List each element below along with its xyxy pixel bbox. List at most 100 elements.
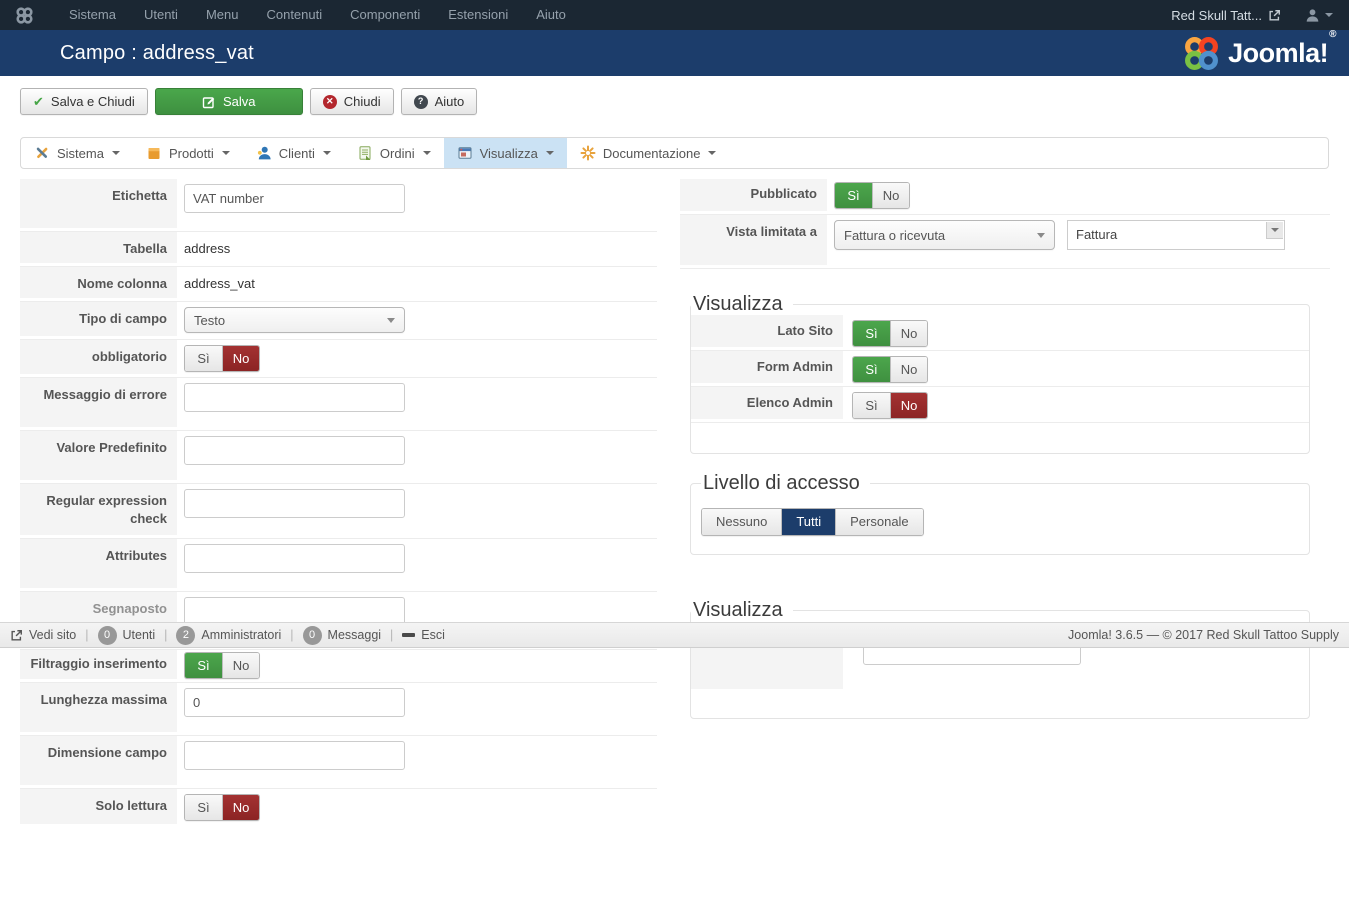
etichetta-input[interactable] — [184, 184, 405, 213]
lato-sito-toggle: Sì No — [852, 320, 928, 347]
docs-gear-icon — [580, 145, 596, 161]
toggle-yes-button[interactable]: Sì — [853, 393, 890, 418]
toggle-yes-button[interactable]: Sì — [185, 346, 222, 371]
lunghezza-massima-input[interactable] — [184, 688, 405, 717]
check-icon: ✔ — [33, 94, 44, 109]
toggle-no-button[interactable]: No — [872, 183, 909, 208]
toggle-yes-button[interactable]: Sì — [853, 321, 890, 346]
tipo-di-campo-select[interactable]: Testo — [184, 307, 405, 333]
vista-list-select[interactable]: Fattura — [1067, 220, 1285, 250]
joomla-mark-icon[interactable] — [16, 6, 33, 24]
toggle-no-button[interactable]: No — [222, 795, 259, 820]
access-nessuno-button[interactable]: Nessuno — [702, 509, 782, 535]
customer-icon — [257, 146, 271, 160]
attributes-input[interactable] — [184, 544, 405, 573]
nav-item-utenti[interactable]: Utenti — [143, 7, 178, 22]
nav-item-componenti[interactable]: Componenti — [350, 7, 421, 22]
toolbar: ✔ Salva e Chiudi Salva ✕ Chiudi ? Aiuto — [0, 76, 1349, 131]
form-row-filtraggio: Filtraggio inserimento Sì No — [20, 650, 657, 683]
chevron-down-icon — [221, 151, 230, 155]
toggle-no-button[interactable]: No — [890, 393, 927, 418]
joomla-brand: Joomla!® — [1183, 29, 1336, 72]
menubar-item-clienti[interactable]: Clienti — [243, 138, 344, 168]
window-icon — [458, 147, 472, 159]
toggle-yes-button[interactable]: Sì — [185, 653, 222, 678]
segnaposto-input[interactable] — [184, 597, 405, 626]
separator: | — [85, 628, 89, 642]
menubar-item-prodotti[interactable]: Prodotti — [133, 138, 243, 168]
joomla-logo-icon — [1185, 36, 1219, 70]
admins-counter-link[interactable]: 2 Amministratori — [176, 625, 281, 645]
field-label: Dimensione campo — [20, 736, 177, 785]
fieldset-legend: Livello di accesso — [703, 472, 860, 494]
nav-item-estensioni[interactable]: Estensioni — [448, 7, 509, 22]
form-row-attributes: Attributes — [20, 539, 657, 592]
toggle-yes-button[interactable]: Sì — [185, 795, 222, 820]
valore-predefinito-input[interactable] — [184, 436, 405, 465]
field-label: obbligatorio — [20, 340, 177, 374]
close-button[interactable]: ✕ Chiudi — [309, 88, 394, 115]
save-and-close-button[interactable]: ✔ Salva e Chiudi — [20, 88, 148, 115]
messages-count-badge: 0 — [302, 625, 322, 645]
dimensione-campo-input[interactable] — [184, 741, 405, 770]
separator: | — [390, 628, 394, 642]
toggle-no-button[interactable]: No — [222, 346, 259, 371]
form-row-obbligatorio: obbligatorio Sì No — [20, 340, 657, 378]
user-menu-button[interactable] — [1305, 8, 1333, 23]
field-label: Tabella — [20, 232, 177, 263]
menubar-item-ordini[interactable]: Ordini — [344, 138, 444, 168]
chevron-down-icon — [422, 151, 431, 155]
nav-item-contenuti[interactable]: Contenuti — [266, 7, 323, 22]
menubar-item-documentazione[interactable]: Documentazione — [567, 138, 730, 168]
toggle-no-button[interactable]: No — [890, 321, 927, 346]
toggle-no-button[interactable]: No — [222, 653, 259, 678]
view-site-link[interactable]: Vedi sito — [10, 628, 76, 642]
form-row-form-admin: Form Admin Sì No — [691, 351, 1309, 387]
regex-check-input[interactable] — [184, 489, 405, 518]
form-row-dimensione-campo: Dimensione campo — [20, 736, 657, 789]
form-row-messaggio-errore: Messaggio di errore — [20, 378, 657, 431]
vista-limitata-select[interactable]: Fattura o ricevuta — [834, 220, 1055, 250]
field-label: Filtraggio inserimento — [20, 650, 177, 679]
filtraggio-toggle: Sì No — [184, 652, 260, 679]
users-counter-link[interactable]: 0 Utenti — [97, 625, 155, 645]
solo-lettura-toggle: Sì No — [184, 794, 260, 821]
field-label: Pubblicato — [680, 179, 827, 211]
pubblicato-toggle: Sì No — [834, 182, 910, 209]
field-label: Vista limitata a — [680, 215, 827, 265]
access-tutti-button[interactable]: Tutti — [781, 509, 836, 535]
form-row-tipo-di-campo: Tipo di campo Testo — [20, 302, 657, 340]
separator: | — [290, 628, 294, 642]
form-row-regex-check: Regular expression check — [20, 484, 657, 539]
chevron-down-icon — [322, 151, 331, 155]
save-button[interactable]: Salva — [154, 88, 303, 115]
form-row-nome-colonna: Nome colonna address_vat — [20, 267, 657, 302]
menubar-item-visualizza[interactable]: Visualizza — [443, 138, 567, 168]
fieldset-legend: Visualizza — [693, 293, 783, 315]
nav-item-menu[interactable]: Menu — [205, 7, 239, 22]
page-title: Campo : address_vat — [60, 41, 254, 64]
form-row-lato-sito: Lato Sito Sì No — [691, 315, 1309, 351]
preview-site-link[interactable]: Red Skull Tatt... — [1171, 8, 1281, 23]
scroll-down-icon[interactable] — [1266, 222, 1283, 239]
nav-item-sistema[interactable]: Sistema — [69, 7, 116, 22]
tabella-value: address — [184, 241, 231, 256]
field-label: Nome colonna — [20, 267, 177, 298]
menubar-item-sistema[interactable]: Sistema — [21, 138, 133, 168]
top-navbar: Sistema Utenti Menu Contenuti Componenti… — [0, 0, 1349, 30]
access-level-button-group: Nessuno Tutti Personale — [701, 508, 924, 536]
toggle-yes-button[interactable]: Sì — [853, 357, 890, 382]
access-personale-button[interactable]: Personale — [835, 509, 923, 535]
help-button[interactable]: ? Aiuto — [400, 88, 478, 115]
messages-counter-link[interactable]: 0 Messaggi — [302, 625, 381, 645]
footer-version-copyright: Joomla! 3.6.5 — © 2017 Red Skull Tattoo … — [1068, 628, 1339, 642]
edit-icon — [202, 96, 215, 108]
nav-item-aiuto[interactable]: Aiuto — [536, 7, 566, 22]
form-left-column: Etichetta Tabella address Nome colonna a… — [20, 179, 657, 827]
toggle-yes-button[interactable]: Sì — [835, 183, 872, 208]
logout-link[interactable]: Esci — [402, 628, 445, 642]
toggle-no-button[interactable]: No — [890, 357, 927, 382]
field-label: Lato Sito — [691, 315, 843, 347]
messaggio-errore-input[interactable] — [184, 383, 405, 412]
